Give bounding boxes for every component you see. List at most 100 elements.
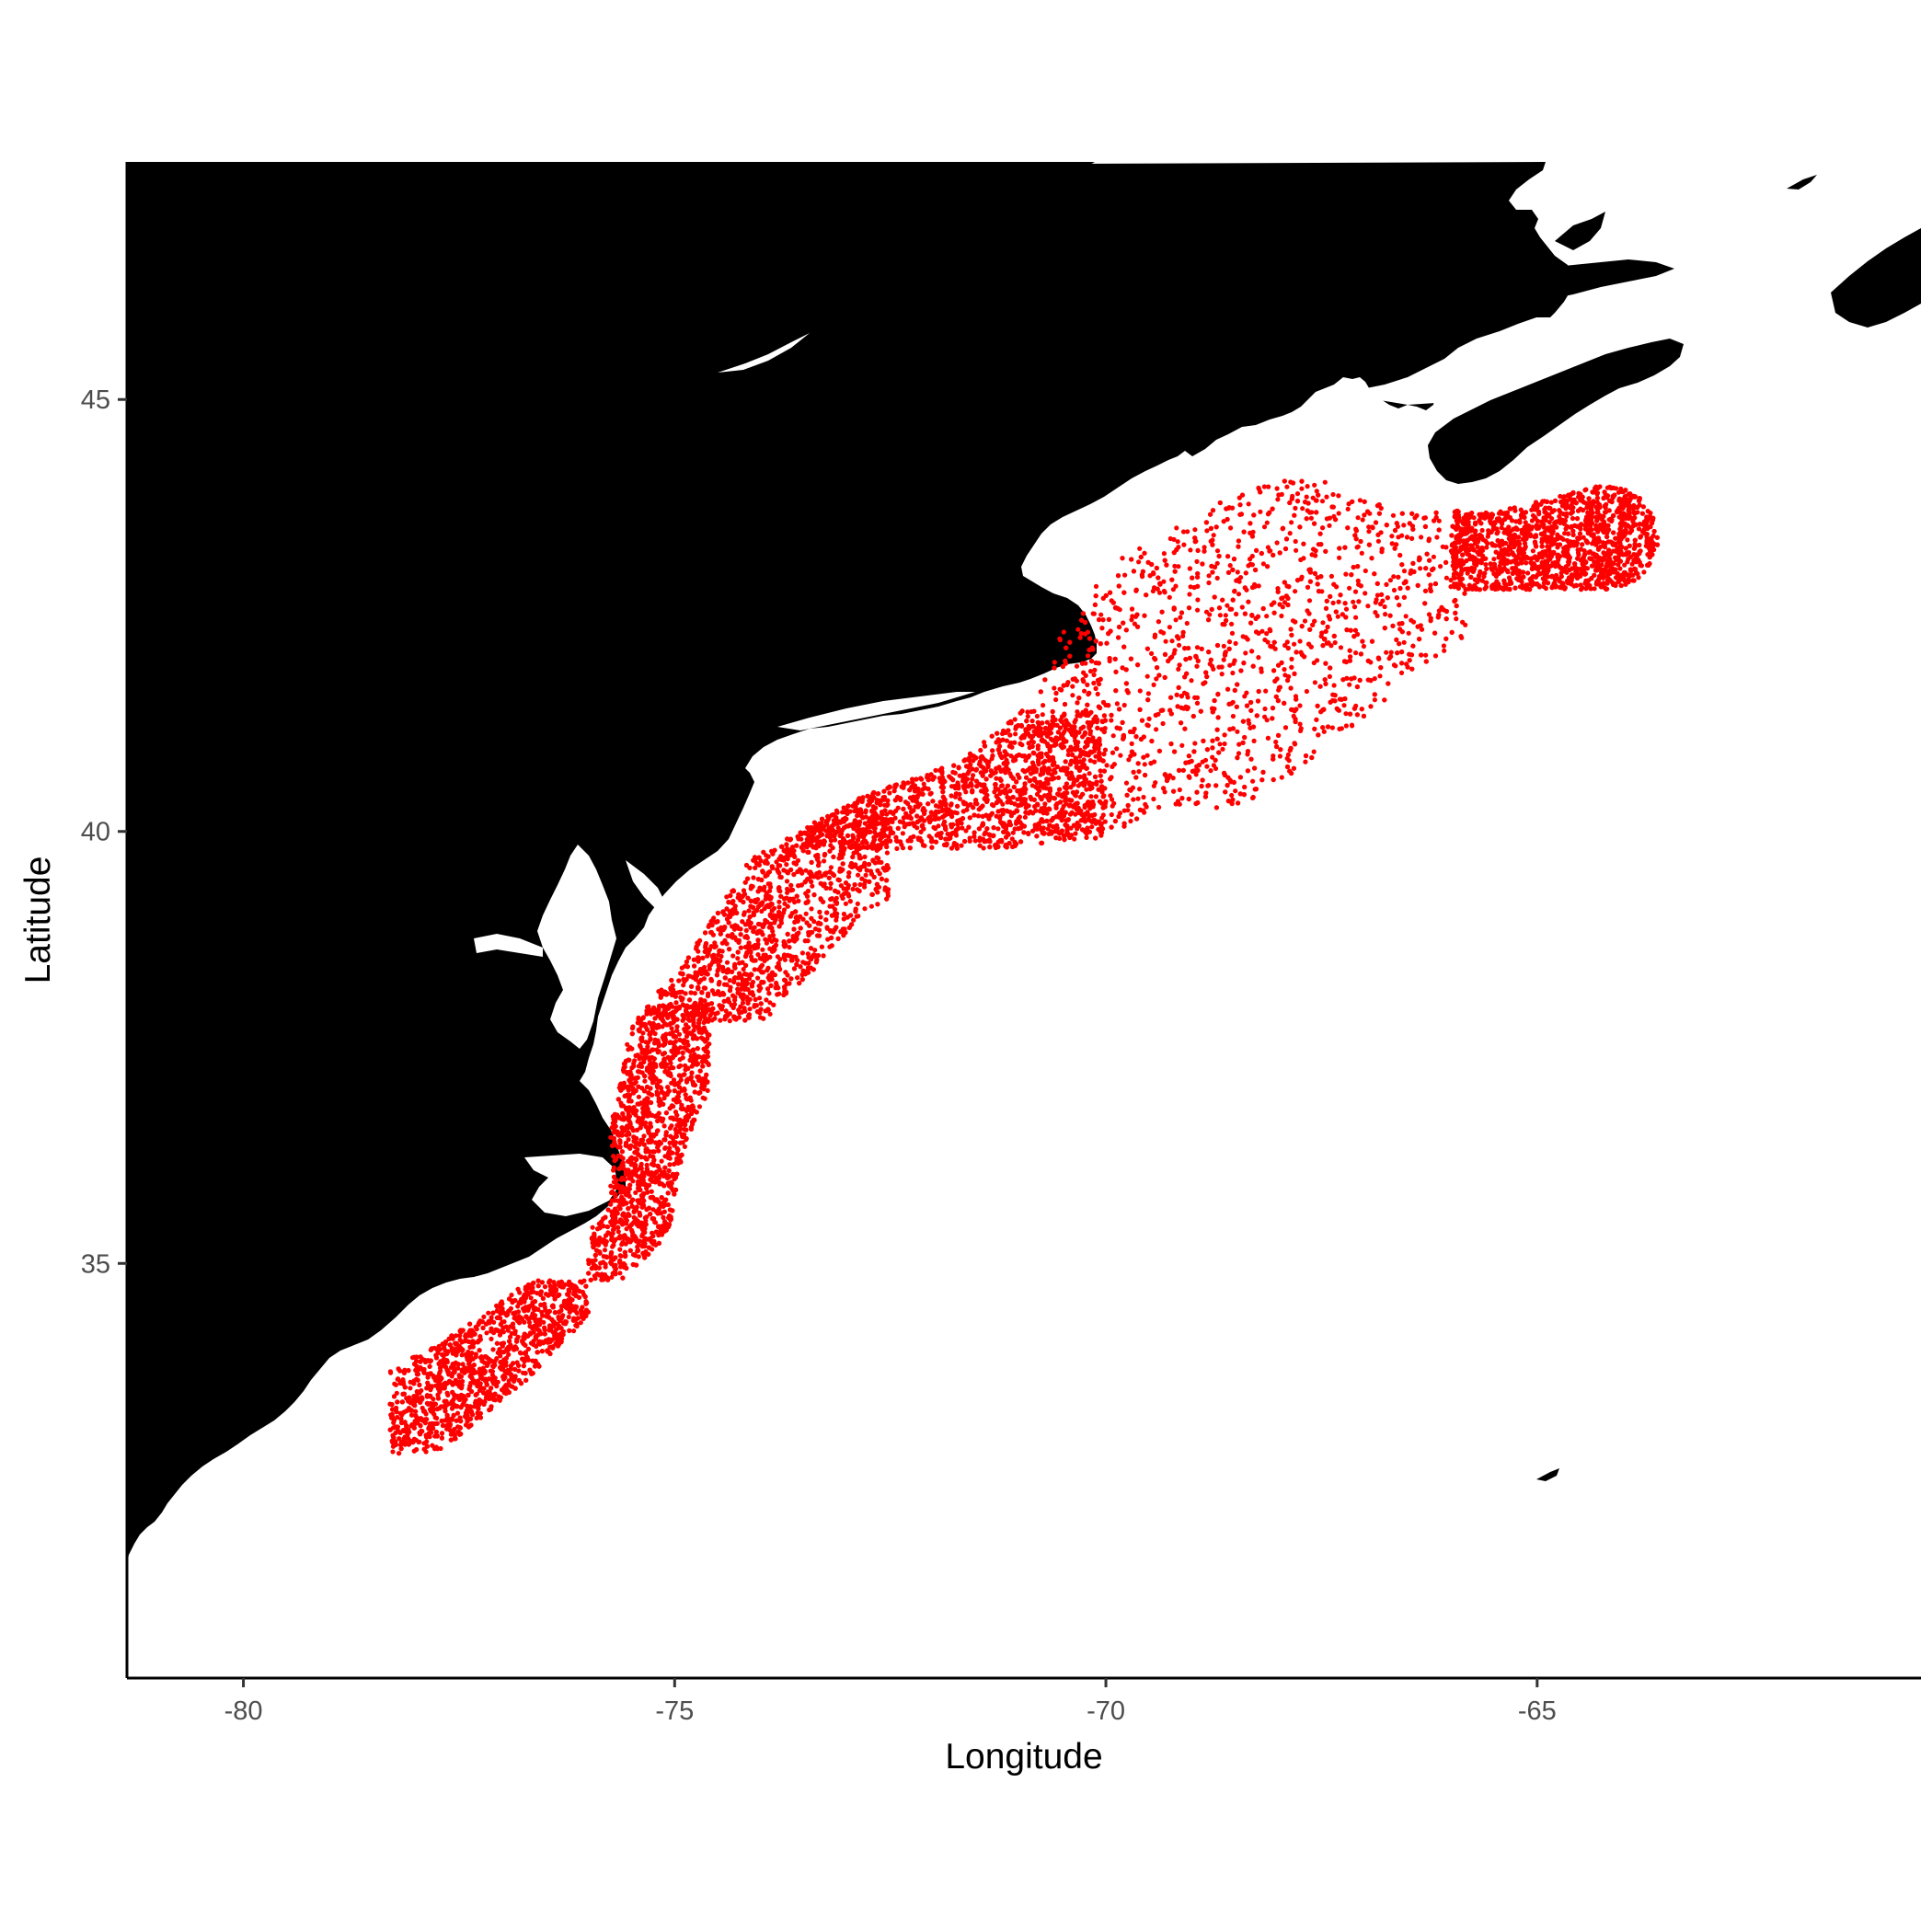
survey-point	[1353, 615, 1359, 620]
survey-point	[1363, 591, 1368, 596]
survey-point	[862, 821, 868, 826]
survey-point	[625, 1041, 630, 1047]
survey-point	[1009, 836, 1015, 842]
survey-point	[933, 767, 938, 774]
survey-point	[1170, 587, 1176, 592]
survey-point	[1345, 506, 1351, 512]
survey-point	[1434, 535, 1440, 540]
survey-point	[1578, 582, 1583, 588]
long-island-sound	[777, 692, 975, 730]
survey-point	[617, 1271, 623, 1276]
survey-point	[691, 1028, 696, 1033]
survey-point	[1258, 509, 1263, 514]
survey-point	[921, 781, 926, 787]
survey-point	[855, 901, 860, 907]
survey-point	[960, 825, 965, 831]
survey-point	[644, 1162, 650, 1167]
survey-point	[1210, 754, 1215, 760]
survey-point	[1328, 573, 1334, 580]
survey-point	[1234, 611, 1239, 617]
survey-point	[724, 894, 730, 900]
survey-point	[1343, 606, 1350, 612]
survey-point	[1225, 603, 1230, 608]
delaware-bay	[626, 860, 667, 911]
survey-point	[1374, 592, 1380, 598]
survey-point	[1088, 794, 1094, 799]
survey-point	[1091, 611, 1097, 616]
survey-point	[1057, 636, 1063, 642]
survey-point	[1622, 562, 1627, 568]
land-anticosti	[1787, 175, 1817, 190]
survey-point	[1193, 772, 1199, 777]
survey-point	[949, 801, 954, 807]
survey-point	[1374, 613, 1380, 619]
survey-point	[1223, 613, 1228, 618]
survey-point	[1192, 741, 1198, 746]
survey-point	[1363, 568, 1368, 574]
survey-point	[1454, 616, 1459, 622]
survey-point	[1142, 762, 1147, 767]
survey-point	[1273, 739, 1279, 745]
survey-point	[1397, 603, 1402, 608]
survey-point	[1087, 669, 1094, 674]
land-nova-scotia	[1428, 339, 1684, 484]
survey-point	[1137, 787, 1143, 792]
survey-point	[1226, 639, 1233, 645]
survey-point	[1293, 589, 1298, 594]
survey-point	[1230, 670, 1236, 676]
survey-point	[1401, 639, 1407, 645]
survey-point	[755, 975, 761, 981]
survey-point	[1305, 484, 1310, 489]
survey-point	[1154, 676, 1159, 682]
survey-point	[1256, 583, 1261, 589]
survey-point	[862, 854, 868, 860]
survey-point	[1074, 663, 1080, 669]
survey-point	[1327, 673, 1332, 680]
survey-point	[1314, 489, 1319, 494]
survey-point	[1442, 648, 1447, 653]
survey-point	[1260, 561, 1266, 567]
survey-point	[1592, 586, 1597, 592]
survey-point	[1156, 804, 1162, 811]
survey-point	[1263, 688, 1269, 694]
survey-point	[845, 874, 852, 880]
survey-point	[1181, 542, 1187, 547]
survey-point	[1162, 789, 1167, 795]
survey-point	[1208, 768, 1213, 774]
survey-point	[1321, 729, 1327, 734]
survey-point	[509, 1293, 514, 1298]
survey-point	[1004, 738, 1009, 743]
survey-point	[1581, 535, 1586, 540]
survey-point	[395, 1414, 400, 1420]
survey-points	[387, 478, 1661, 1456]
survey-point	[1195, 607, 1201, 613]
plot-panel	[127, 162, 1921, 1564]
survey-point	[843, 901, 849, 906]
survey-point	[1161, 551, 1167, 557]
survey-point	[1151, 682, 1156, 688]
survey-point	[1274, 486, 1280, 491]
survey-point	[1214, 548, 1221, 554]
survey-point	[1075, 627, 1081, 632]
survey-point	[785, 886, 790, 891]
survey-point	[1274, 540, 1280, 546]
survey-point	[1087, 771, 1092, 776]
survey-point	[939, 775, 945, 780]
survey-point	[1136, 559, 1142, 565]
survey-point	[1073, 793, 1078, 799]
survey-point	[1341, 703, 1347, 708]
survey-point	[751, 875, 756, 880]
survey-point	[1167, 625, 1172, 630]
survey-point	[1304, 494, 1309, 500]
survey-point	[799, 950, 806, 956]
survey-point	[767, 888, 773, 893]
survey-point	[1337, 555, 1342, 560]
survey-point	[1070, 693, 1075, 698]
survey-point	[1075, 709, 1080, 715]
survey-point	[602, 1248, 608, 1253]
survey-point	[1259, 628, 1265, 634]
survey-point	[1092, 667, 1098, 673]
survey-point	[757, 922, 763, 927]
survey-point	[1311, 660, 1317, 666]
survey-point	[1359, 550, 1364, 556]
